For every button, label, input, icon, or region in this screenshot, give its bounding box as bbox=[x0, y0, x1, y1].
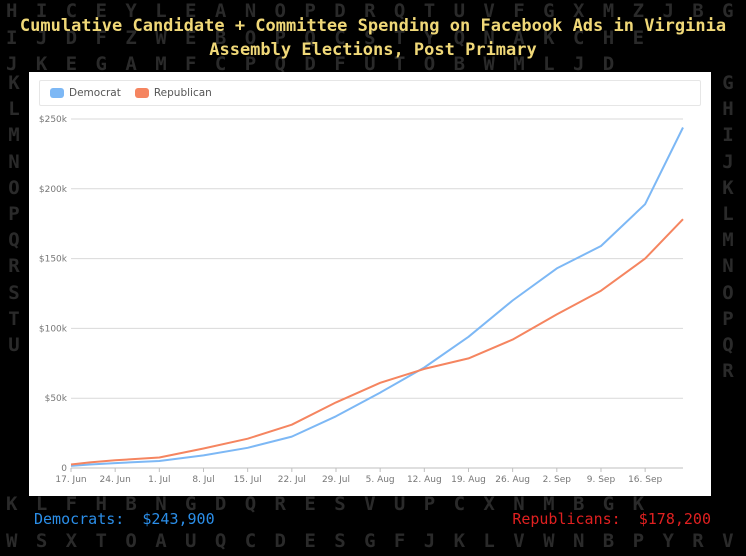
x-tick-label: 15. Jul bbox=[234, 475, 262, 485]
background-letter-row: KLFHBNGDQRESVUPCXNMBGK bbox=[6, 493, 663, 515]
y-tick-label: 0 bbox=[61, 464, 67, 474]
legend-swatch-republican bbox=[134, 88, 149, 98]
chart-title: Cumulative Candidate + Committee Spendin… bbox=[19, 16, 727, 60]
democrats-total-value: $243,900 bbox=[142, 510, 215, 528]
x-tick-label: 29. Jul bbox=[322, 475, 350, 485]
y-tick-label: $150k bbox=[39, 255, 68, 265]
legend: Democrat Republican bbox=[39, 80, 701, 106]
background-letter-row: WSXTOAUQCDESGFJKLVWNBPYRVT bbox=[6, 530, 746, 552]
background-letter-column-left: K L M N O P Q R S T U bbox=[8, 72, 20, 357]
x-tick-label: 8. Jul bbox=[192, 475, 214, 485]
republicans-total-value: $178,200 bbox=[638, 510, 711, 528]
legend-label-democrat: Democrat bbox=[69, 87, 121, 99]
x-tick-label: 5. Aug bbox=[366, 475, 395, 485]
republicans-total: Republicans: $178,200 bbox=[512, 510, 711, 528]
x-tick-label: 26. Aug bbox=[495, 475, 530, 485]
x-tick-label: 12. Aug bbox=[407, 475, 442, 485]
series-line-democrat bbox=[70, 127, 684, 467]
legend-item-republican[interactable]: Republican bbox=[134, 87, 212, 99]
x-tick-label: 19. Aug bbox=[451, 475, 486, 485]
republicans-total-label: Republicans: bbox=[512, 510, 621, 528]
x-tick-label: 16. Sep bbox=[628, 475, 662, 485]
y-tick-label: $50k bbox=[45, 394, 68, 404]
x-tick-label: 1. Jul bbox=[148, 475, 170, 485]
democrats-total-label: Democrats: bbox=[34, 510, 125, 528]
legend-swatch-democrat bbox=[50, 88, 64, 98]
y-tick-label: $250k bbox=[39, 115, 68, 125]
line-chart: 0 $50k $100k $150k $200k $250k 17. Jun 24. Jun 1… bbox=[39, 115, 684, 485]
background-letter-row: HICEYLEANOPDRQTUVFGXMZJBGD bbox=[6, 0, 746, 22]
background-letter-row: IJDFZWEBOPQCSTYQNAKCHE bbox=[6, 27, 663, 49]
x-tick-label: 22. Jul bbox=[278, 475, 306, 485]
legend-item-democrat[interactable]: Democrat bbox=[50, 87, 121, 99]
x-tick-label: 24. Jun bbox=[100, 475, 131, 485]
x-tick-label: 9. Sep bbox=[587, 475, 616, 485]
y-tick-label: $200k bbox=[39, 185, 68, 195]
series-line-republican bbox=[70, 218, 684, 466]
democrats-total: Democrats: $243,900 bbox=[34, 510, 215, 528]
background-letter-column-right: G H I J K L M N O P Q R bbox=[722, 72, 734, 383]
chart-panel: 0 $50k $100k $150k $200k $250k 17. Jun 24. Jun 1… bbox=[29, 72, 711, 496]
background-letter-row: JKEGAMFCPQDFUTOBWMLJD bbox=[6, 53, 633, 75]
y-tick-label: $100k bbox=[39, 324, 68, 334]
legend-label-republican: Republican bbox=[153, 87, 212, 99]
x-tick-label: 17. Jun bbox=[55, 475, 86, 485]
x-tick-label: 2. Sep bbox=[543, 475, 572, 485]
